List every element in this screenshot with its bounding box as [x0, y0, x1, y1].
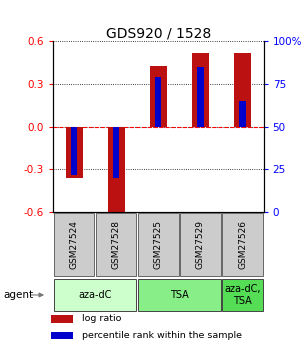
- Text: GSM27526: GSM27526: [238, 220, 247, 269]
- Text: GSM27524: GSM27524: [70, 220, 78, 269]
- Bar: [155, 77, 161, 127]
- Bar: [108, 127, 125, 215]
- Text: GSM27525: GSM27525: [154, 220, 163, 269]
- Bar: [113, 127, 119, 178]
- Bar: [51, 332, 73, 339]
- Bar: [96, 214, 136, 276]
- Text: TSA: TSA: [170, 290, 189, 300]
- Bar: [180, 214, 221, 276]
- Bar: [138, 214, 178, 276]
- Bar: [51, 315, 73, 323]
- Bar: [222, 279, 263, 311]
- Bar: [197, 67, 204, 127]
- Bar: [54, 279, 136, 311]
- FancyArrowPatch shape: [31, 293, 43, 297]
- Title: GDS920 / 1528: GDS920 / 1528: [106, 26, 211, 40]
- Bar: [138, 279, 221, 311]
- Bar: [222, 214, 263, 276]
- Text: agent: agent: [3, 290, 33, 300]
- Bar: [239, 101, 246, 127]
- Bar: [66, 127, 82, 178]
- Text: log ratio: log ratio: [82, 314, 121, 323]
- Bar: [54, 214, 94, 276]
- Text: GSM27528: GSM27528: [112, 220, 121, 269]
- Bar: [192, 53, 209, 127]
- Bar: [71, 127, 77, 175]
- Bar: [234, 53, 251, 127]
- Text: percentile rank within the sample: percentile rank within the sample: [82, 331, 241, 340]
- Bar: [150, 66, 167, 127]
- Text: aza-dC: aza-dC: [78, 290, 112, 300]
- Text: GSM27529: GSM27529: [196, 220, 205, 269]
- Text: aza-dC,
TSA: aza-dC, TSA: [224, 284, 261, 306]
